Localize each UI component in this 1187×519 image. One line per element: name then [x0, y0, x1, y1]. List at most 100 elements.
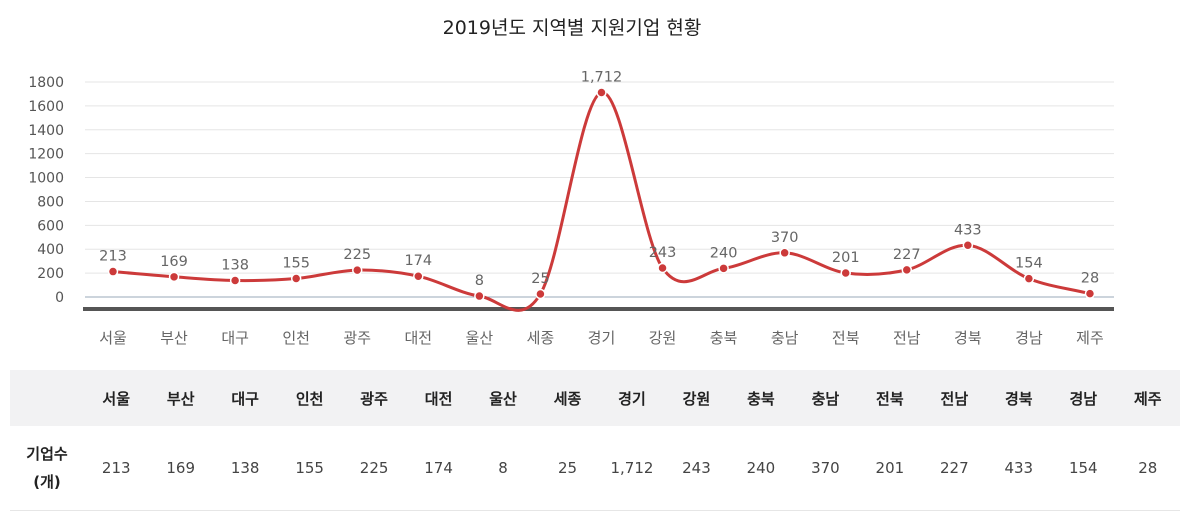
x-tick-label: 경기: [588, 329, 616, 347]
data-point: [840, 267, 851, 279]
data-point: [168, 271, 180, 283]
x-tick-label: 대전: [404, 329, 432, 347]
table-header-cell: 제주: [1133, 389, 1162, 408]
table-header-cell: 경기: [618, 389, 646, 408]
y-tick-label: 1800: [28, 75, 64, 91]
x-tick-label: 제주: [1076, 329, 1104, 347]
data-points: [107, 87, 1096, 302]
table-cell: 213: [101, 458, 131, 477]
x-tick-label: 경남: [1015, 329, 1043, 347]
table-corner-cell: [10, 370, 84, 426]
table-header-cell: 전북: [876, 389, 904, 408]
data-label: 227: [893, 247, 921, 263]
data-label: 201: [832, 250, 860, 266]
data-label: 155: [282, 255, 310, 271]
data-point: [290, 273, 302, 284]
table-cell: 138: [230, 458, 260, 477]
line-chart: 2019년도 지역별 지원기업 현황 0 200 400 600 800 1000 1200…: [28, 17, 1114, 347]
y-tick-label: 1600: [28, 99, 64, 115]
data-label: 370: [771, 230, 799, 246]
x-axis-ticks: 서울 부산 대구 인천 광주 대전 울산 세종 경기 강원 충북 충남 전북 전남 경북 경남 제주: [99, 329, 1104, 347]
x-tick-label: 부산: [160, 329, 188, 347]
x-tick-label: 경북: [954, 329, 982, 347]
y-tick-label: 200: [37, 266, 64, 282]
table-header-cell: 충북: [747, 389, 775, 408]
y-tick-label: 800: [37, 194, 64, 210]
table-header-cell: 대구: [231, 389, 259, 408]
x-tick-label: 전남: [893, 329, 921, 347]
table-cell: 8: [498, 458, 508, 477]
data-label: 154: [1015, 256, 1043, 272]
data-point: [657, 262, 668, 274]
data-point: [962, 240, 974, 251]
data-label: 138: [221, 258, 249, 274]
table-header-cell: 강원: [682, 389, 711, 408]
table-header-cell: 대전: [424, 389, 453, 408]
data-point: [596, 87, 607, 98]
x-tick-label: 대구: [221, 329, 249, 347]
data-point: [1023, 273, 1035, 284]
data-point: [1084, 288, 1096, 299]
x-tick-label: 충북: [710, 329, 738, 347]
table-cell: 154: [1068, 458, 1098, 477]
table-header-cell: 울산: [489, 389, 517, 408]
table-cell: 370: [811, 458, 840, 477]
x-tick-label: 강원: [649, 329, 677, 347]
table-cell: 243: [682, 458, 711, 477]
table-header-cell: 인천: [295, 389, 324, 408]
table-cell: 433: [1004, 458, 1034, 477]
x-tick-label: 서울: [99, 329, 127, 347]
data-point: [413, 270, 424, 282]
data-labels: 213 169 138 155 225 174 8 25 1,712 243 240 370 201 22…: [99, 70, 1099, 290]
data-label: 213: [99, 249, 127, 265]
table-cell: 240: [746, 458, 776, 477]
data-label: 169: [160, 254, 188, 270]
table-cell: 227: [940, 458, 969, 477]
x-tick-label: 울산: [466, 329, 494, 347]
y-tick-label: 400: [37, 242, 64, 258]
table-header-cell: 전남: [940, 389, 969, 408]
table-cell: 28: [1138, 458, 1158, 477]
data-point: [779, 247, 790, 259]
y-tick-label: 0: [55, 290, 64, 306]
table-header-cell: 부산: [166, 389, 195, 408]
data-point: [718, 263, 729, 274]
table-header-row: 서울 부산 대구 인천 광주 대전 울산 세종 경기 강원 충북 충남 전북 전남 경북 경남 제주: [10, 370, 1180, 426]
data-label: 243: [649, 245, 677, 261]
y-tick-label: 1200: [28, 147, 64, 163]
table-header-cell: 경북: [1004, 389, 1033, 408]
y-tick-label: 600: [37, 218, 64, 234]
data-point: [351, 264, 363, 276]
data-label: 174: [404, 253, 432, 269]
grid-lines: [85, 81, 1114, 274]
data-point: [535, 288, 546, 300]
data-label: 1,712: [581, 70, 623, 86]
data-label: 225: [343, 247, 371, 263]
data-point: [901, 264, 913, 276]
y-axis-ticks: 0 200 400 600 800 1000 1200 1400 1600 1800: [28, 75, 64, 306]
table-cell: 174: [424, 458, 453, 477]
x-tick-label: 광주: [343, 329, 371, 347]
data-label: 25: [531, 271, 549, 287]
data-label: 8: [475, 273, 484, 289]
data-table: 서울 부산 대구 인천 광주 대전 울산 세종 경기 강원 충북 충남 전북 전남 경북 경남 제주 기업수 (…: [10, 370, 1180, 511]
x-tick-label: 전북: [832, 329, 860, 347]
x-tick-label: 세종: [527, 329, 555, 347]
table-header-cell: 경남: [1069, 389, 1098, 408]
data-point: [107, 266, 119, 277]
x-tick-label: 인천: [282, 329, 310, 347]
table-cell: 169: [166, 458, 196, 477]
data-label: 240: [710, 245, 738, 261]
row-header-unit: (개): [33, 472, 61, 491]
x-tick-label: 충남: [771, 329, 799, 347]
data-label: 28: [1081, 271, 1099, 287]
table-header-cell: 세종: [553, 389, 582, 408]
table-header-cell: 충남: [811, 389, 840, 408]
table-header-cell: 광주: [360, 389, 388, 408]
row-header-cell: 기업수 (개): [10, 426, 84, 510]
y-tick-label: 1400: [28, 123, 64, 139]
y-tick-label: 1000: [28, 171, 64, 187]
axis-bar: [83, 307, 1114, 311]
data-point: [229, 275, 241, 286]
table-row: 기업수 (개) 213 169 138 155 225 174 8 25 1,712 243 240…: [10, 426, 1180, 510]
